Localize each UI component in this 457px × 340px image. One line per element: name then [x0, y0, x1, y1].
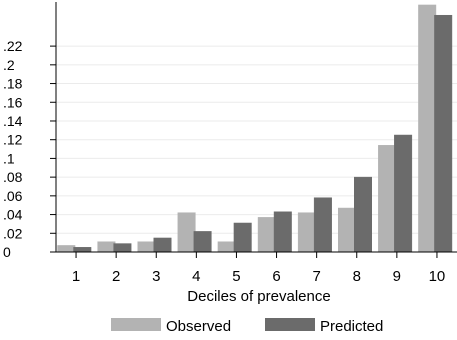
bar-observed-1	[57, 245, 76, 253]
x-tick-label: 1	[72, 268, 80, 285]
y-tick-label: .1	[3, 150, 15, 166]
bar-predicted-5	[233, 222, 252, 253]
legend-swatch-predicted	[265, 318, 315, 331]
x-tick-label: 2	[112, 268, 120, 285]
y-tick-label: 0	[3, 244, 11, 260]
bar-predicted-3	[153, 237, 172, 253]
legend: Observed Predicted	[111, 318, 383, 335]
bar-observed-3	[137, 241, 156, 253]
bar-predicted-1	[73, 247, 92, 253]
y-tick-label: .14	[3, 113, 23, 129]
x-tick-label: 3	[152, 268, 160, 285]
grid-lines	[56, 45, 457, 234]
y-tick-label: .06	[3, 188, 23, 204]
bar-observed-10	[418, 4, 437, 253]
bar-predicted-6	[273, 211, 292, 253]
y-tick-label: .16	[3, 94, 23, 110]
y-tick-label: .08	[3, 169, 23, 185]
legend-label-predicted: Predicted	[320, 318, 383, 335]
y-tick-label: .02	[3, 225, 23, 241]
y-tick-labels: 0 .02 .04 .06 .08 .1 .12 .14 .16 .18 .2 .22	[3, 38, 23, 260]
x-axis-label: Deciles of prevalence	[187, 288, 330, 305]
bar-predicted-9	[394, 134, 413, 253]
bar-observed-5	[217, 241, 236, 253]
axes	[50, 2, 457, 258]
x-tick-label: 5	[232, 268, 240, 285]
x-tick-labels: 1 2 3 4 5 6 7 8 9 10	[72, 268, 445, 285]
x-tick-label: 10	[429, 268, 446, 285]
y-tick-label: .2	[3, 57, 15, 73]
bar-predicted-7	[313, 197, 332, 253]
x-tick-label: 8	[353, 268, 361, 285]
bar-predicted-2	[113, 243, 132, 253]
y-tick-label: .12	[3, 132, 23, 148]
bar-observed-6	[257, 217, 276, 253]
bar-predicted-10	[434, 14, 453, 253]
x-tick-label: 6	[272, 268, 280, 285]
bar-predicted-4	[193, 231, 212, 253]
legend-label-observed: Observed	[166, 318, 231, 335]
bar-observed-2	[97, 241, 116, 253]
bar-observed-7	[297, 212, 316, 253]
y-tick-label: .18	[3, 76, 23, 92]
x-tick-label: 4	[192, 268, 200, 285]
x-tick-label: 9	[393, 268, 401, 285]
bar-predicted-8	[354, 176, 372, 253]
y-tick-label: .04	[3, 207, 23, 223]
legend-swatch-observed	[111, 318, 161, 331]
bars	[57, 4, 453, 253]
bar-observed-8	[338, 207, 356, 253]
bar-observed-4	[177, 212, 196, 253]
x-tick-label: 7	[312, 268, 320, 285]
y-tick-label: .22	[3, 38, 23, 54]
bar-observed-9	[378, 145, 397, 253]
